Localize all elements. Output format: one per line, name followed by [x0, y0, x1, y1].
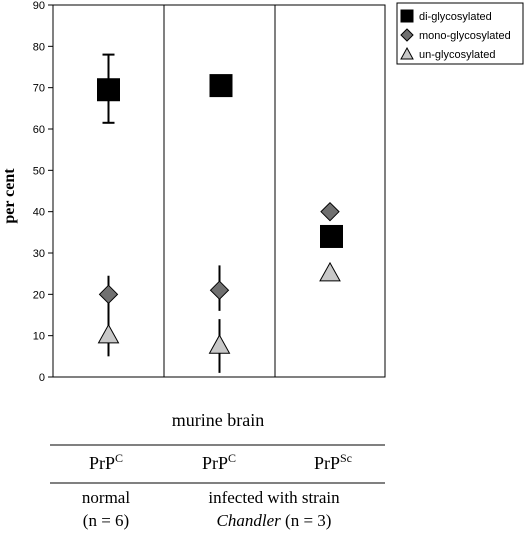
legend-item-square: di-glycosylated	[400, 9, 492, 23]
point-triangle-0	[97, 323, 120, 344]
point-triangle-2	[319, 261, 341, 282]
legend-label-triangle: un-glycosylated	[419, 49, 495, 61]
legend-box	[396, 2, 524, 65]
y-axis-title: per cent	[1, 168, 18, 224]
legend-diamond-icon	[400, 28, 414, 42]
group-label-infected: infected with strain	[208, 488, 340, 507]
column-label-3: PrPSc	[314, 451, 352, 473]
y-tick-label-60: 60	[33, 124, 45, 136]
column-label-1-main: PrP	[89, 453, 115, 473]
group-label-normal: normal	[82, 488, 130, 507]
legend-item-diamond: mono-glycosylated	[400, 28, 511, 42]
column-label-3-sup: Sc	[340, 451, 352, 465]
strain-name: Chandler	[217, 511, 282, 530]
strain-n: (n = 3)	[281, 511, 332, 530]
point-triangle-1	[208, 334, 231, 354]
plot-frame	[52, 4, 386, 378]
point-diamond-2	[320, 201, 340, 222]
y-tick-label-80: 80	[33, 41, 45, 53]
point-square-1	[209, 74, 233, 98]
group-label-infected-n: Chandler (n = 3)	[217, 511, 332, 530]
column-label-2: PrPC	[202, 451, 236, 473]
legend-label-diamond: mono-glycosylated	[419, 30, 511, 42]
legend-square-icon	[400, 9, 414, 23]
point-diamond-0	[98, 284, 119, 305]
column-label-3-main: PrP	[314, 453, 340, 473]
y-axis-tick-labels: 0 10 20 30 40 50 60 70 80 90	[33, 0, 45, 384]
y-tick-label-50: 50	[33, 165, 45, 177]
point-diamond-1	[209, 280, 230, 300]
column-label-2-main: PrP	[202, 453, 228, 473]
y-tick-label-70: 70	[33, 83, 45, 95]
y-tick-label-40: 40	[33, 207, 45, 219]
legend-label-square: di-glycosylated	[419, 11, 492, 23]
legend: di-glycosylated mono-glycosylated un-glyco…	[396, 2, 524, 65]
y-tick-label-10: 10	[33, 331, 45, 343]
column-label-1-sup: C	[115, 451, 123, 465]
y-tick-label-30: 30	[33, 248, 45, 260]
legend-item-triangle: un-glycosylated	[400, 46, 495, 61]
y-tick-label-0: 0	[39, 372, 45, 384]
y-tick-label-90: 90	[33, 0, 45, 12]
column-label-2-sup: C	[228, 451, 236, 465]
legend-triangle-icon	[400, 46, 414, 60]
column-label-1: PrPC	[89, 451, 123, 473]
y-tick-label-20: 20	[33, 289, 45, 301]
data-marks	[97, 53, 343, 373]
tissue-label: murine brain	[172, 410, 264, 430]
point-square-2	[320, 224, 343, 248]
y-axis-ticks	[48, 4, 53, 378]
group-label-normal-n: (n = 6)	[83, 511, 129, 530]
point-square-0	[97, 78, 120, 102]
